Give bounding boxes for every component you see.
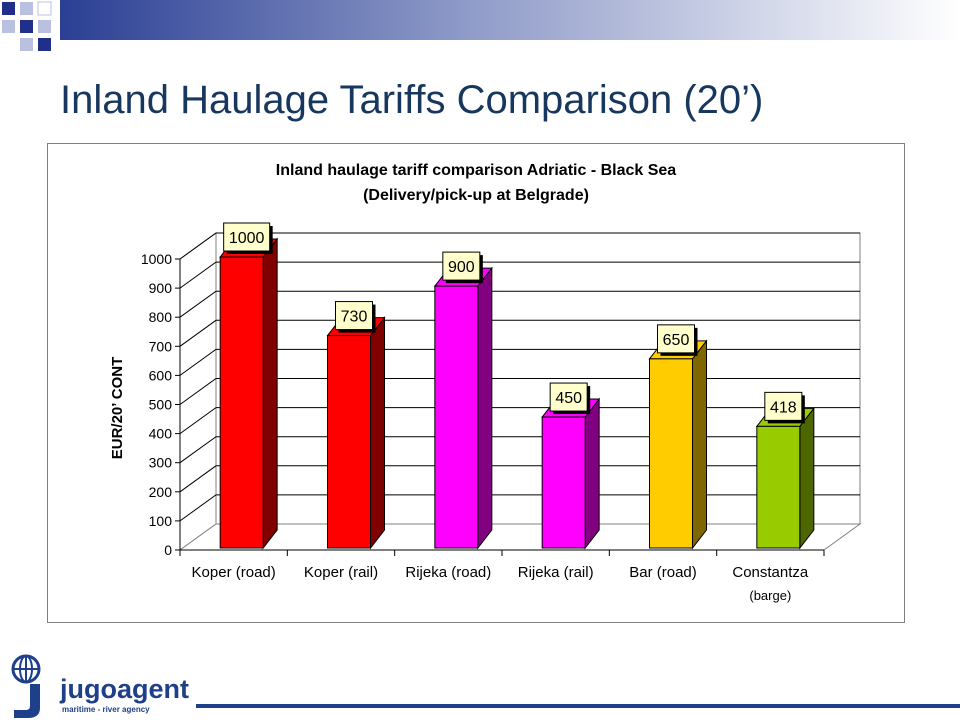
chart-title: Inland haulage tariff comparison Adriati…: [276, 162, 677, 179]
x-tick-label: Bar (road): [629, 564, 697, 581]
data-label: 1000: [229, 230, 265, 247]
y-tick-label: 100: [149, 513, 173, 529]
x-tick-label: Rijeka (road): [405, 564, 491, 581]
logo-name: jugoagent: [60, 674, 189, 704]
chart-frame: Inland haulage tariff comparison Adriati…: [47, 143, 905, 623]
logo-underline: [196, 704, 960, 708]
gridline: [179, 261, 860, 289]
bar-side: [370, 316, 385, 550]
data-label: 450: [555, 390, 582, 407]
y-tick-label: 400: [149, 426, 173, 442]
bar-chart: Inland haulage tariff comparison Adriati…: [109, 162, 862, 603]
y-tick-label: 200: [149, 484, 173, 500]
data-label: 730: [341, 309, 368, 326]
data-label: 900: [448, 259, 475, 276]
logo-tagline: maritime - river agency: [62, 705, 150, 714]
banner-square: [37, 1, 52, 16]
data-label-box: [223, 222, 271, 252]
banner-square: [2, 20, 15, 33]
y-tick-label: 300: [149, 455, 173, 471]
bar-side: [584, 397, 600, 550]
y-tick-label: 500: [149, 397, 173, 413]
bar-side: [692, 339, 707, 550]
x-tick-label: Rijeka (rail): [518, 564, 594, 581]
y-axis-label: EUR/20’ CONT: [109, 357, 126, 460]
banner-square: [20, 2, 33, 15]
bar-side: [477, 266, 493, 550]
gridline: [179, 348, 860, 376]
x-tick-label: Koper (rail): [304, 564, 378, 581]
chart-subtitle: (Delivery/pick-up at Belgrade): [363, 187, 589, 204]
bar: [434, 285, 479, 549]
jugoagent-logo: [11, 654, 960, 718]
gridline: [179, 494, 860, 522]
slide-title: Inland Haulage Tariffs Comparison (20’): [60, 78, 764, 122]
y-tick-label: 1000: [141, 251, 172, 267]
gridline: [179, 436, 860, 464]
x-tick-label: Koper (road): [192, 564, 276, 581]
bar-side: [799, 406, 815, 550]
banner-square: [38, 20, 51, 33]
y-tick-label: 700: [149, 338, 173, 354]
gridline: [179, 290, 860, 318]
banner-square: [20, 38, 33, 51]
y-tick-label: 900: [149, 280, 173, 296]
banner-square: [20, 20, 33, 33]
data-label-box: [549, 382, 588, 412]
y-tick-label: 0: [164, 542, 172, 558]
banner-square: [38, 38, 51, 51]
bar: [541, 416, 586, 549]
y-tick-label: 800: [149, 309, 173, 325]
banner-square: [2, 2, 15, 15]
data-label-box: [764, 391, 803, 421]
top-banner: [2, 0, 960, 51]
gridline: [179, 465, 860, 493]
x-tick-label: (barge): [749, 588, 791, 603]
gridline: [179, 319, 860, 347]
data-label-box: [657, 324, 695, 354]
j-letter-icon: [14, 684, 40, 718]
bar: [327, 335, 371, 549]
bar: [756, 425, 801, 549]
gridline: [179, 232, 860, 260]
data-label-box: [335, 301, 373, 331]
x-tick-label: Constantza: [732, 564, 809, 581]
y-tick-label: 600: [149, 367, 173, 383]
bar: [649, 358, 693, 549]
gridline: [179, 378, 860, 405]
bar-side: [262, 237, 278, 550]
data-label-box: [442, 251, 481, 281]
bar: [219, 256, 264, 549]
data-label: 418: [770, 399, 797, 416]
banner-gradient-bar: [60, 0, 960, 40]
gridline: [179, 407, 860, 435]
data-label: 650: [663, 332, 690, 349]
